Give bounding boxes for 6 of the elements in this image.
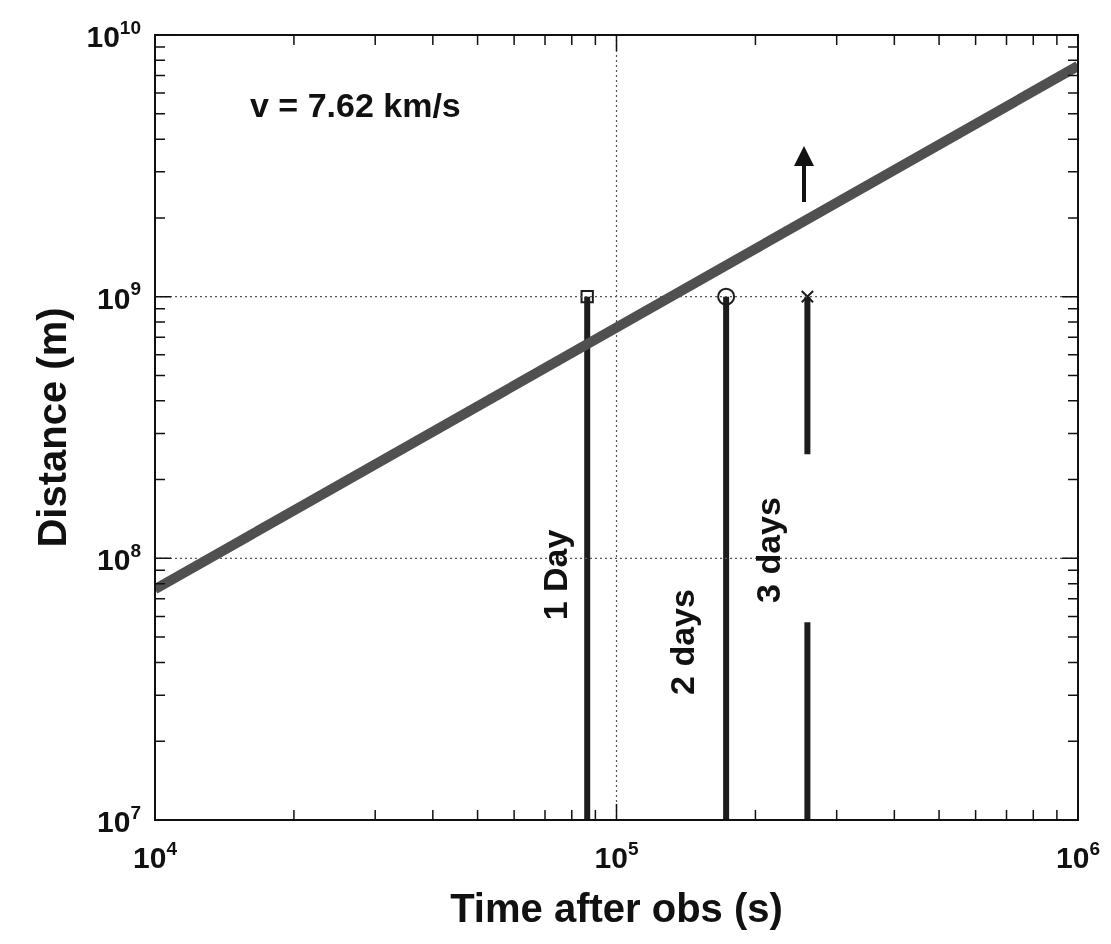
- annotation: 2 days: [663, 589, 701, 695]
- annotation: v = 7.62 km/s: [250, 86, 461, 124]
- y-axis-title: Distance (m): [30, 307, 74, 548]
- annotation: 3 days: [749, 497, 787, 603]
- annotation: 1 Day: [536, 529, 574, 621]
- x-axis-title: Time after obs (s): [450, 886, 783, 930]
